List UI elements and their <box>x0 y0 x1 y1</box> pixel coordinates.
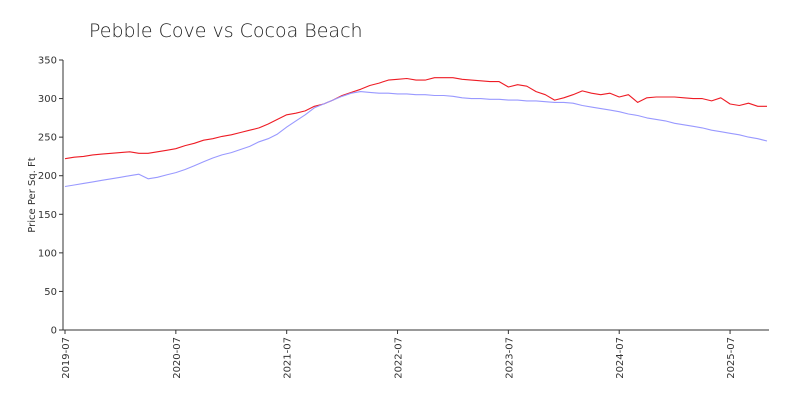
y-tick-label: 350 <box>38 56 57 67</box>
y-tick-label: 0 <box>51 326 57 337</box>
x-tick-label: 2020-07 <box>172 337 183 379</box>
y-axis-label: Price Per Sq. Ft <box>27 157 38 232</box>
chart-axes <box>62 60 769 331</box>
y-tick-label: 50 <box>44 287 57 298</box>
x-tick-label: 2025-07 <box>726 337 737 379</box>
series-layer <box>64 77 768 188</box>
series-line-1 <box>64 77 767 160</box>
chart-title: Pebble Cove vs Cocoa Beach <box>89 20 363 42</box>
y-tick-label: 150 <box>38 210 57 221</box>
y-tick-label: 250 <box>38 133 57 144</box>
y-ticks: 0 50 100 150 200 250 300 350 <box>38 56 63 337</box>
x-tick-label: 2021-07 <box>283 337 294 379</box>
series-line-2 <box>64 91 768 188</box>
y-tick-label: 300 <box>38 94 57 105</box>
x-tick-label: 2022-07 <box>394 337 405 379</box>
y-tick-label: 100 <box>38 248 57 259</box>
x-tick-label: 2023-07 <box>504 337 515 379</box>
x-tick-label: 2019-07 <box>61 337 72 379</box>
y-tick-label: 200 <box>38 171 57 182</box>
x-ticks: 2019-07 2020-07 2021-07 2022-07 2023-07 2024-… <box>61 330 737 379</box>
x-tick-label: 2024-07 <box>615 337 626 379</box>
